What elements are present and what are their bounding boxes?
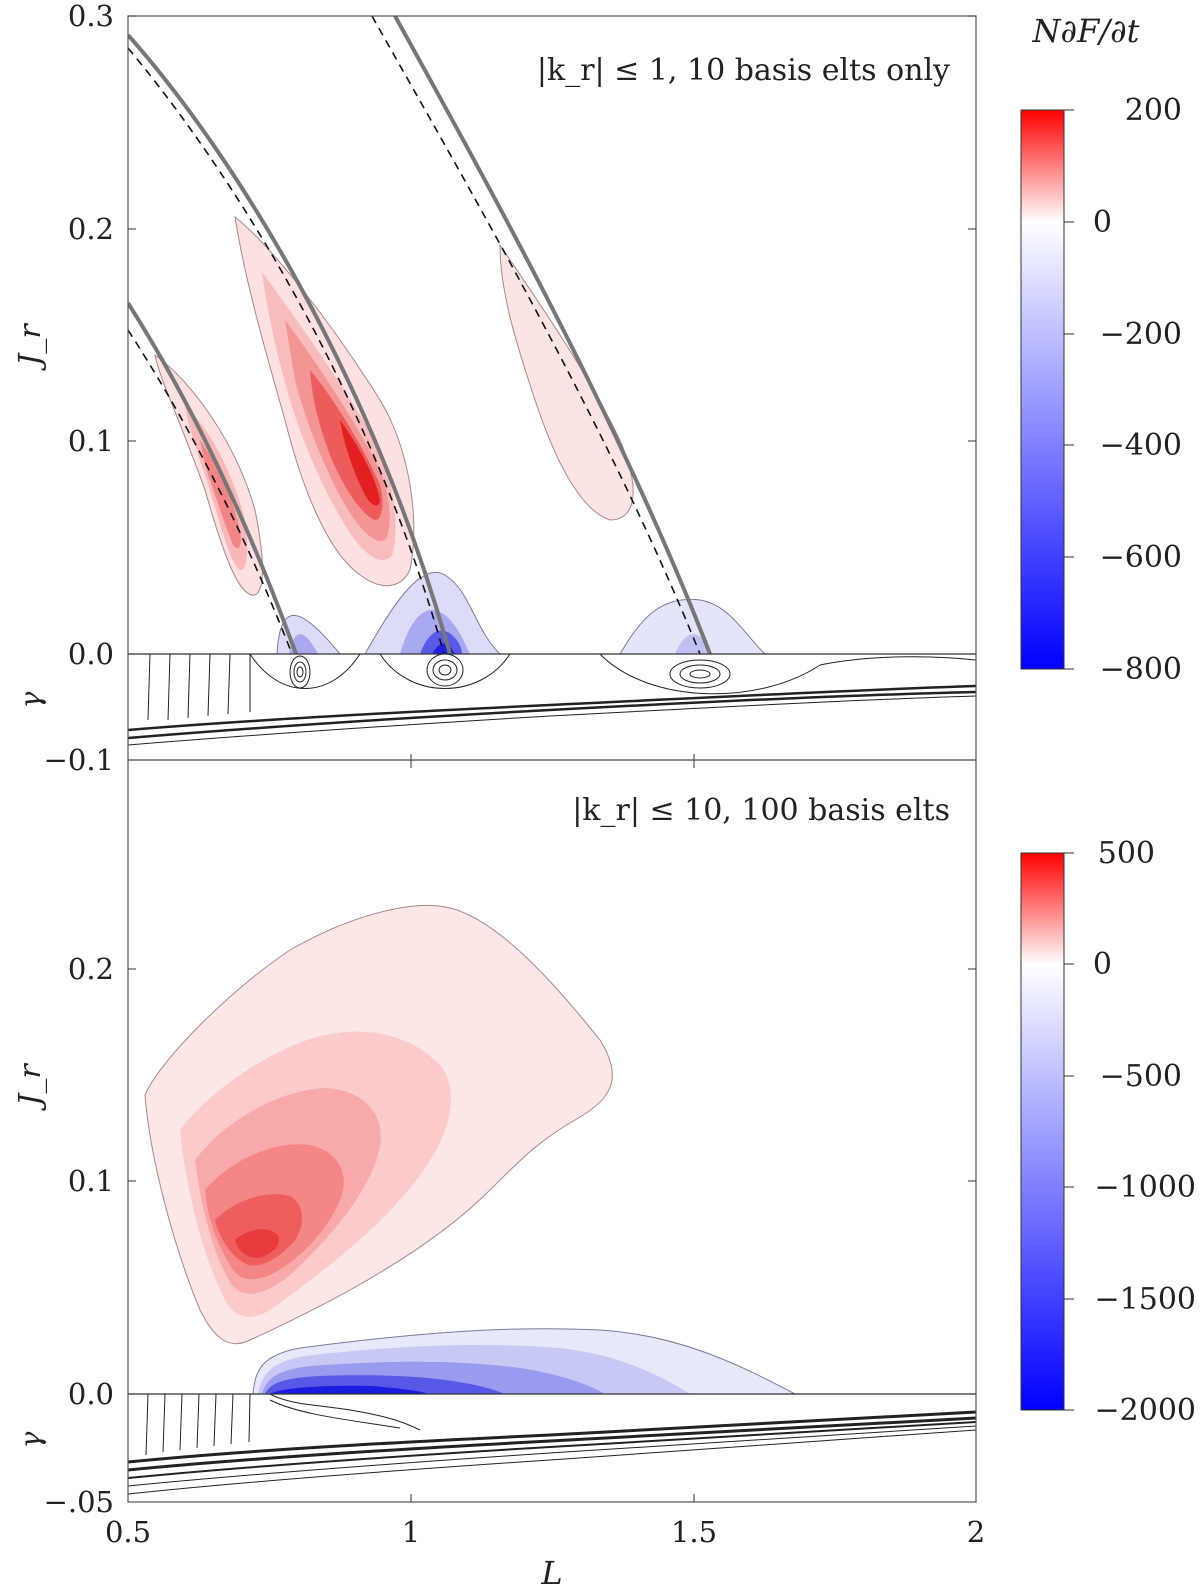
bottom-inset-contours xyxy=(128,1394,976,1495)
bottom-plot-frame xyxy=(127,759,977,1503)
xtick-2: 2 xyxy=(967,1515,985,1549)
bottom-ytick-0.1: 0.1 xyxy=(68,1164,114,1198)
resonance-line-dashed-2 xyxy=(128,47,445,654)
top-ytick-0.0: 0.0 xyxy=(68,637,114,671)
bottom-heatmap xyxy=(144,904,796,1394)
top-heatmap xyxy=(128,16,766,654)
xtick-1: 1 xyxy=(402,1515,420,1549)
top-panel: 0.3 0.2 0.1 0.0 −0.1 J_r γ |k_r| ≤ 1, 10… xyxy=(13,0,1182,777)
bottom-ytick-0.0: 0.0 xyxy=(68,1377,114,1411)
top-inset-contours xyxy=(128,654,976,746)
top-cbar-tick-m400: −400 xyxy=(1100,428,1182,463)
bottom-ylabel: J_r xyxy=(13,1063,48,1112)
top-negative-lobe-1 xyxy=(276,614,341,654)
bottom-cbar-tick-m2000: −2000 xyxy=(1095,1393,1196,1428)
xtick-1.5: 1.5 xyxy=(671,1515,717,1549)
resonance-line-solid-1 xyxy=(128,301,298,654)
bottom-cbar-tick-m1000: −1000 xyxy=(1095,1170,1196,1205)
bottom-cbar-tick-500: 500 xyxy=(1098,836,1155,871)
top-ytick-0.3: 0.3 xyxy=(68,0,114,33)
bottom-cbar-tick-m1500: −1500 xyxy=(1095,1282,1196,1317)
top-negative-lobe-3 xyxy=(619,598,766,654)
top-cbar-tick-0: 0 xyxy=(1093,205,1112,240)
resonance-line-solid-2 xyxy=(128,33,452,654)
top-ytick-0.1: 0.1 xyxy=(68,424,114,458)
top-positive-lobe-1 xyxy=(154,353,263,596)
top-inset-ylabel: γ xyxy=(14,691,47,708)
top-positive-lobe-2 xyxy=(234,215,415,587)
resonance-lines xyxy=(128,16,712,654)
top-cbar-tick-m800: −800 xyxy=(1100,652,1182,687)
bottom-inset-ylabel: γ xyxy=(14,1431,47,1448)
bottom-inset-ytick-min: −.05 xyxy=(44,1485,114,1519)
xlabel: L xyxy=(540,1554,562,1588)
bottom-colorbar xyxy=(1020,852,1065,1411)
top-inset-ytick-min: −0.1 xyxy=(44,743,114,777)
bottom-cbar-tick-0: 0 xyxy=(1093,947,1112,982)
top-cbar-tick-m600: −600 xyxy=(1100,540,1182,575)
xtick-0.5: 0.5 xyxy=(105,1515,151,1549)
bottom-annotation: |k_r| ≤ 10, 100 basis elts xyxy=(572,793,950,828)
top-positive-lobe-3 xyxy=(499,243,634,521)
top-annotation: |k_r| ≤ 1, 10 basis elts only xyxy=(537,53,950,88)
colorbar-title: N∂F/∂t xyxy=(1032,12,1140,50)
bottom-cbar-tick-m500: −500 xyxy=(1100,1059,1182,1094)
bottom-negative-lobe xyxy=(252,1328,796,1394)
resonance-line-solid-3 xyxy=(393,16,712,654)
top-cbar-tick-200: 200 xyxy=(1125,93,1182,128)
top-ytick-0.2: 0.2 xyxy=(68,212,114,246)
top-colorbar xyxy=(1020,109,1065,670)
bottom-positive-lobe xyxy=(144,904,613,1345)
bottom-panel: 0.2 0.1 0.0 −.05 0.5 1 1.5 2 L J_r γ |k_… xyxy=(13,759,1196,1588)
resonance-line-dashed-3 xyxy=(371,16,701,654)
top-ylabel: J_r xyxy=(13,323,48,372)
bottom-ytick-0.2: 0.2 xyxy=(68,952,114,986)
top-cbar-tick-m200: −200 xyxy=(1100,317,1182,352)
